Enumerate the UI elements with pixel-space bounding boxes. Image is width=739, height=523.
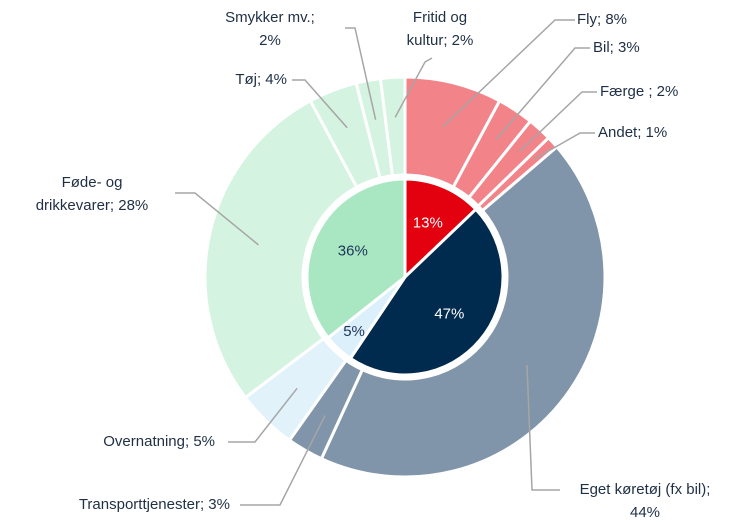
leader-line <box>228 387 298 443</box>
slice-label: Overnatning; 5% <box>103 433 215 450</box>
slice-label: Fritid og <box>413 9 467 26</box>
leader-line <box>345 27 377 120</box>
leader-line <box>526 364 560 491</box>
leader-line <box>175 192 259 246</box>
slice-label: Transporttjenester; 3% <box>79 496 230 513</box>
inner-wedge <box>348 207 505 377</box>
slice-label: Fly; 8% <box>577 11 627 28</box>
slice-label: 2% <box>259 32 281 49</box>
slice-label: Eget køretøj (fx bil); <box>580 481 711 498</box>
slice-label: Tøj; 4% <box>235 71 287 88</box>
leader-line <box>533 132 595 160</box>
leader-line <box>394 57 433 118</box>
leader-line <box>292 79 348 129</box>
leader-line <box>519 91 597 152</box>
slice-label: Bil; 3% <box>593 39 640 56</box>
outer-wedge <box>203 98 359 400</box>
slice-label: Smykker mv.; <box>225 9 315 26</box>
outer-wedge <box>378 75 407 178</box>
slice-label: Færge ; 2% <box>600 83 678 100</box>
inner-value-label: 36% <box>338 243 368 260</box>
inner-wedge <box>403 177 479 281</box>
slice-label: kultur; 2% <box>407 32 474 49</box>
inner-wedge <box>305 177 407 340</box>
inner-value-label: 5% <box>343 323 365 340</box>
inner-value-label: 13% <box>413 215 443 232</box>
leader-line <box>442 19 575 128</box>
outer-wedge <box>319 144 607 479</box>
slice-label: drikkevarer; 28% <box>36 197 149 214</box>
slice-label: Andet; 1% <box>598 124 667 141</box>
inner-value-label: 47% <box>434 305 464 322</box>
slice-label: 44% <box>630 504 660 521</box>
slice-label: Føde- og <box>62 174 123 191</box>
leader-line <box>240 415 326 506</box>
leader-line <box>495 47 590 140</box>
